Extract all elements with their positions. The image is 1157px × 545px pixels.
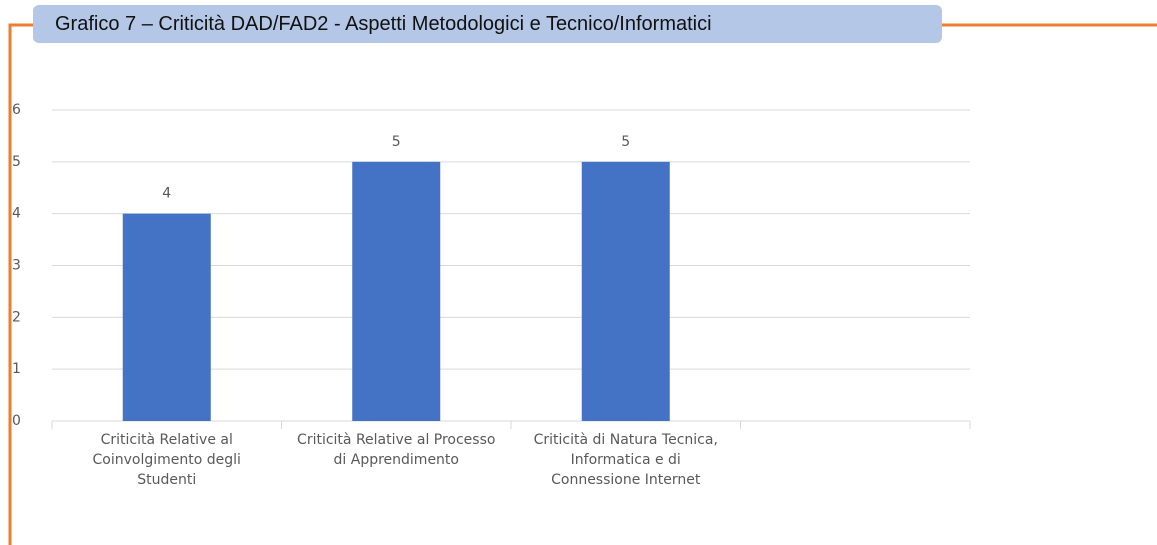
y-tick-label: 5	[12, 154, 21, 170]
data-label: 5	[621, 134, 630, 150]
y-tick-label: 4	[12, 206, 21, 222]
x-tick-label: Criticità Relative al Coinvolgimento deg…	[92, 432, 241, 488]
bar	[352, 161, 441, 422]
y-tick-label: 1	[12, 361, 21, 377]
y-tick-label: 2	[12, 309, 21, 325]
bar	[122, 213, 211, 421]
bar	[581, 161, 670, 422]
chart-title: Grafico 7 – Criticità DAD/FAD2 - Aspetti…	[33, 5, 942, 43]
x-tick-label: Criticità Relative al Processo di Appren…	[297, 432, 496, 468]
frame	[8, 23, 1157, 545]
data-label: 4	[162, 186, 171, 202]
y-tick-label: 3	[12, 258, 21, 274]
y-tick-label: 0	[12, 413, 21, 429]
data-label: 5	[392, 134, 401, 150]
y-tick-label: 6	[12, 102, 21, 118]
x-tick-label: Criticità di Natura Tecnica, Informatica…	[533, 432, 718, 488]
